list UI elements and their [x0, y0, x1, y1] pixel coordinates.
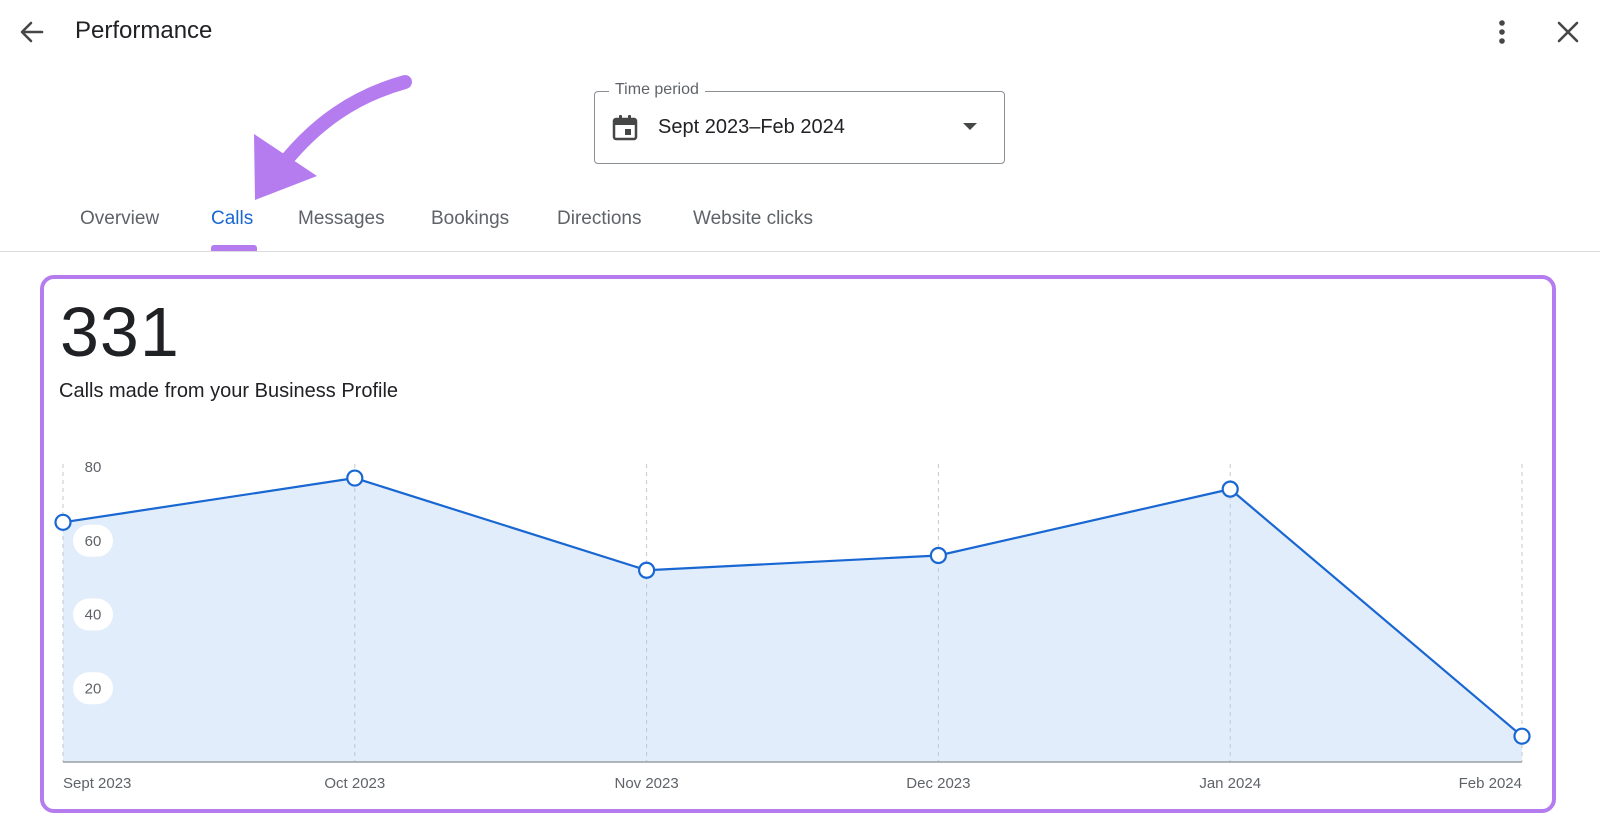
x-tick-label: Jan 2024 [1199, 775, 1261, 792]
time-period-label: Time period [609, 81, 705, 99]
series-line [62, 476, 1523, 738]
close-icon [1557, 21, 1579, 43]
dropdown-caret-icon [963, 123, 977, 130]
page-title: Performance [75, 17, 213, 44]
data-point [1221, 480, 1239, 498]
calendar-icon [612, 115, 638, 141]
tab-directions[interactable]: Directions [557, 208, 642, 229]
tab-messages[interactable]: Messages [298, 208, 385, 229]
ytick-bg [73, 598, 113, 631]
more-vertical-icon [1499, 20, 1505, 44]
y-tick-label: 20 [85, 680, 102, 697]
data-point [346, 469, 364, 487]
data-point [637, 561, 656, 579]
tabs-divider [0, 251, 1600, 252]
tab-website-clicks[interactable]: Website clicks [693, 208, 814, 229]
x-tick-label: Sept 2023 [63, 775, 131, 792]
tab-overview[interactable]: Overview [80, 208, 160, 229]
calls-description: Calls made from your Business Profile [59, 380, 399, 402]
data-point [929, 546, 948, 565]
area-fill [63, 478, 1522, 762]
data-point [1513, 727, 1531, 745]
y-tick-label: 80 [85, 459, 102, 476]
y-tick-label: 40 [85, 607, 102, 624]
x-tick-label: Feb 2024 [1459, 775, 1522, 792]
x-tick-label: Nov 2023 [614, 775, 678, 792]
back-button[interactable] [14, 14, 50, 50]
tab-calls[interactable]: Calls [211, 208, 254, 229]
data-point [54, 513, 72, 531]
time-period-value: Sept 2023–Feb 2024 [658, 116, 845, 138]
ytick-bg [73, 672, 113, 705]
x-tick-label: Oct 2023 [324, 775, 385, 792]
time-period-select[interactable]: Time period Sept 2023–Feb 2024 [594, 81, 1005, 164]
ytick-bg [73, 524, 113, 557]
close-button[interactable] [1550, 14, 1586, 50]
more-options-button[interactable] [1486, 14, 1518, 50]
active-tab-indicator [211, 245, 257, 251]
calls-total: 331 [60, 293, 180, 371]
arrow-left-icon [20, 21, 44, 43]
y-tick-label: 60 [85, 533, 102, 550]
calls-card [40, 275, 1556, 813]
x-tick-label: Dec 2023 [906, 775, 970, 792]
tab-bookings[interactable]: Bookings [431, 208, 510, 229]
